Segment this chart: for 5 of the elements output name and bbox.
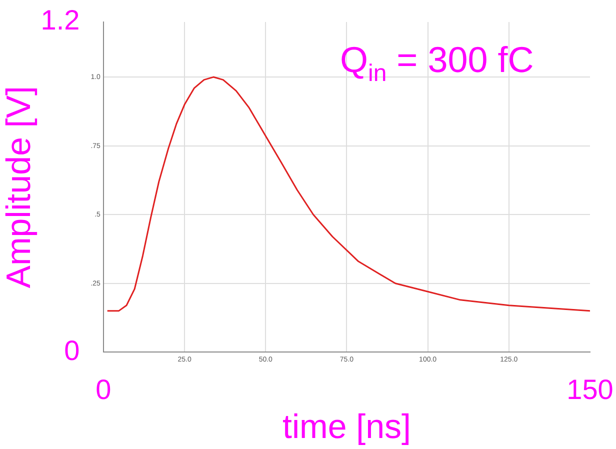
x2-tick-label: 150 bbox=[566, 374, 614, 406]
y-axis-title: Amplitude [V] bbox=[0, 86, 38, 288]
x-axis-title: time [ns] bbox=[282, 408, 411, 446]
x2-tick-label: 0 bbox=[96, 374, 112, 406]
y-tick-label: 1.2 bbox=[40, 4, 80, 36]
